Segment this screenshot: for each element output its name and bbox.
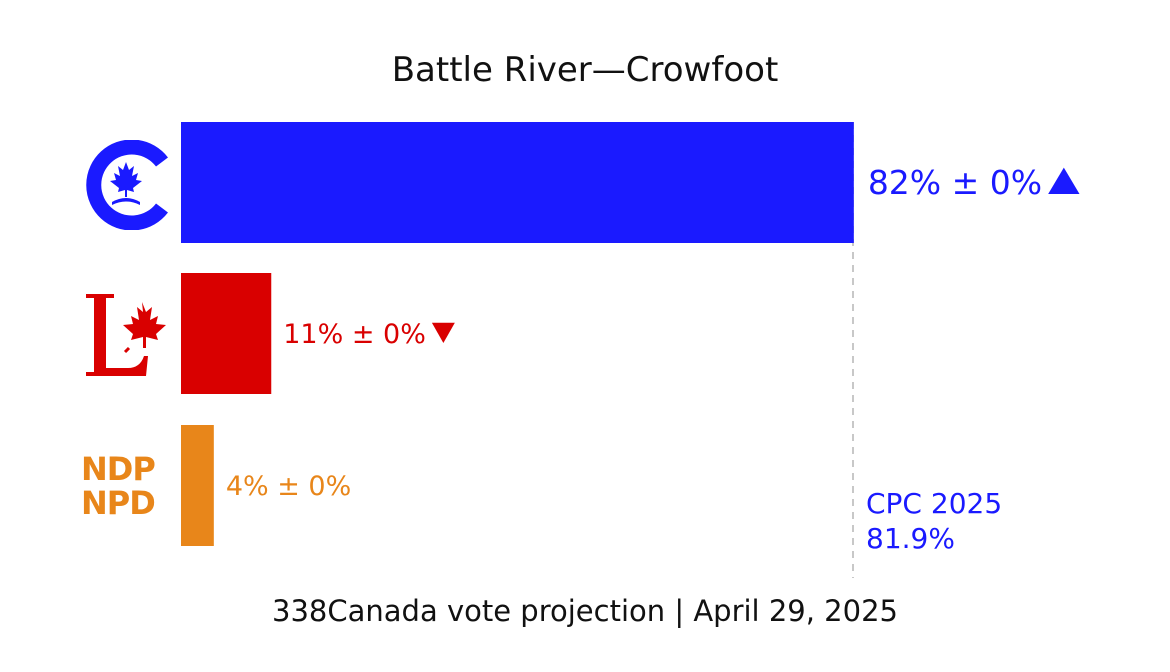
lpc-value-label: 11% ± 0%: [283, 319, 426, 350]
reference-label-line1: CPC 2025: [866, 487, 1002, 520]
ndp-logo-line1: NDP: [81, 450, 156, 488]
cpc-value-label: 82% ± 0%: [868, 163, 1042, 202]
lpc-logo-icon: [86, 294, 166, 376]
ndp-logo-line2: NPD: [81, 484, 156, 522]
ndp-bar: [181, 425, 214, 546]
lpc-trend-down-icon: [431, 322, 455, 343]
cpc-trend-up-icon: [1048, 167, 1080, 195]
lpc-bar: [181, 273, 272, 394]
ndp-value-label: 4% ± 0%: [226, 471, 351, 502]
reference-label-line2: 81.9%: [866, 522, 955, 555]
ndp-logo: NDP NPD: [81, 450, 156, 522]
chart-title: Battle River—Crowfoot: [391, 50, 779, 90]
cpc-logo-icon: [86, 140, 168, 230]
cpc-bar: [181, 122, 854, 243]
chart-footer: 338Canada vote projection | April 29, 20…: [272, 594, 898, 628]
